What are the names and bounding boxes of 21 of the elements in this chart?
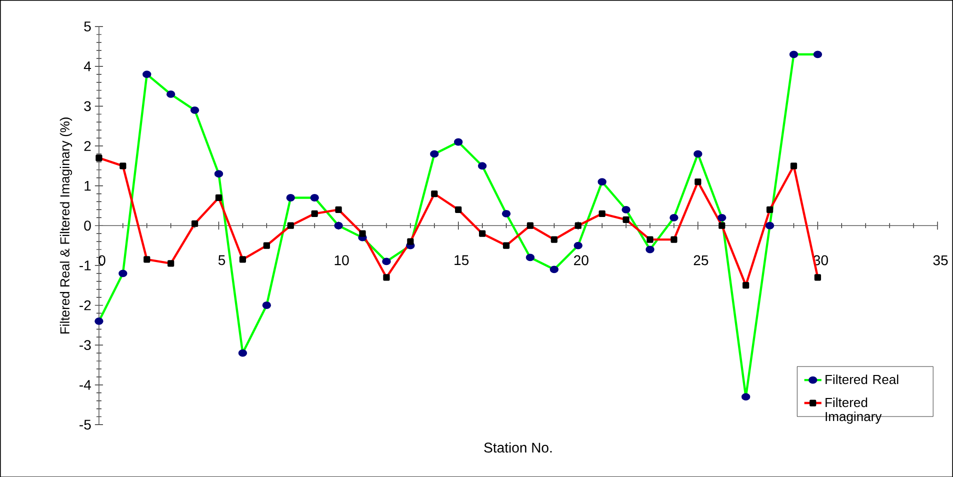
legend-label: Filtered Imaginary [826,397,882,424]
x-tick-label: 15 [454,255,469,265]
x-tick-label: 10 [334,255,349,266]
y-tick-label: -2 [80,300,91,310]
x-axis-title: Station No. [484,442,552,452]
y-axis-title: Filtered Real & Filtered Imaginary (%) [60,117,72,334]
x-tick-label: 20 [574,255,588,266]
legend-label: Filtered Real [826,374,898,384]
y-tick-label: -1 [80,260,91,270]
x-tick-label: 35 [933,255,948,266]
y-tick-label: 5 [84,21,91,32]
y-tick-label: -4 [80,380,91,390]
x-tick-label: 25 [694,255,708,266]
y-tick-label: -5 [80,420,91,430]
y-tick-label: 3 [84,101,91,111]
y-tick-label: -3 [80,340,91,350]
y-tick-label: 0 [84,220,91,230]
y-tick-label: 1 [84,180,91,190]
x-tick-label: 5 [218,255,226,265]
y-tick-label: 2 [84,140,91,151]
y-tick-label: 4 [84,61,91,71]
